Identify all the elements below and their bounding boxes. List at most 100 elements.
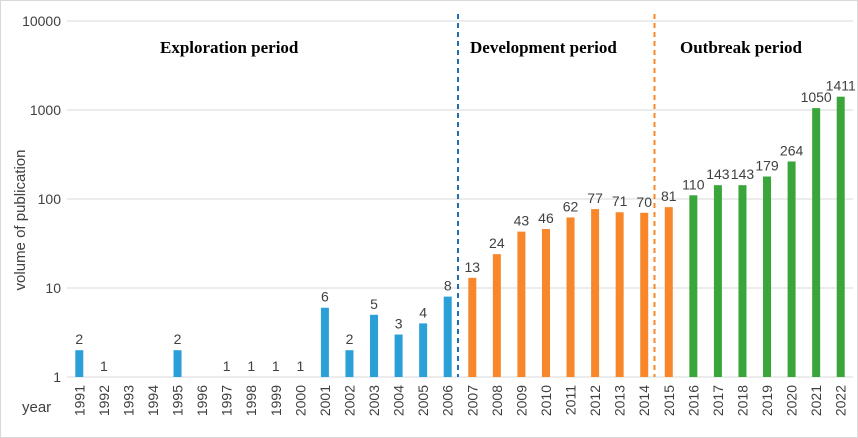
data-label-2010: 46 — [538, 210, 554, 226]
data-label-2013: 71 — [612, 193, 628, 209]
x-tick-label-2022: 2022 — [833, 385, 849, 416]
y-tick-label-1000: 1000 — [30, 102, 61, 118]
bar-1995 — [173, 350, 182, 377]
x-tick-label-1998: 1998 — [243, 385, 259, 416]
gridlines — [67, 20, 853, 378]
data-label-2020: 264 — [780, 142, 804, 158]
data-label-1998: 1 — [247, 358, 255, 374]
data-label-1991: 2 — [75, 331, 83, 347]
x-tick-label-2006: 2006 — [440, 385, 456, 416]
data-label-2005: 4 — [419, 304, 427, 320]
bar-2021 — [812, 108, 821, 378]
period-label-exploration: Exploration period — [160, 38, 299, 57]
x-tick-label-2015: 2015 — [661, 385, 677, 416]
x-tick-label-2000: 2000 — [292, 385, 308, 416]
x-tick-label-2018: 2018 — [734, 385, 750, 416]
x-tick-label-2008: 2008 — [489, 385, 505, 416]
bar-2002 — [345, 350, 354, 377]
bar-2008 — [492, 254, 501, 377]
x-tick-label-2012: 2012 — [587, 385, 603, 416]
data-label-2011: 62 — [563, 198, 579, 214]
x-tick-label-2011: 2011 — [563, 385, 579, 415]
bar-2022 — [836, 96, 845, 378]
data-label-2022: 1411 — [826, 78, 856, 94]
y-tick-label-1: 1 — [53, 369, 61, 385]
x-tick-label-1994: 1994 — [145, 385, 161, 416]
x-tick-label-2009: 2009 — [513, 385, 529, 416]
bar-2009 — [517, 231, 526, 377]
x-tick-label-2020: 2020 — [784, 385, 800, 416]
x-tick-label-1996: 1996 — [194, 385, 210, 416]
data-label-1995: 2 — [174, 331, 182, 347]
data-label-2009: 43 — [514, 213, 530, 229]
bar-2020 — [787, 161, 796, 377]
period-label-development: Development period — [470, 38, 617, 57]
data-label-2015: 81 — [661, 188, 677, 204]
bar-2005 — [419, 323, 428, 377]
data-label-2007: 13 — [464, 259, 480, 275]
x-axis-title: year — [22, 399, 51, 416]
data-label-2012: 77 — [587, 190, 603, 206]
x-tick-label-1991: 1991 — [71, 385, 87, 416]
bar-2015 — [664, 207, 673, 377]
bar-1991 — [75, 350, 84, 377]
bar-2016 — [689, 195, 698, 377]
bar-2006 — [443, 296, 452, 377]
data-label-2016: 110 — [682, 176, 705, 192]
y-axis-ticks: 1 10 100 1000 10000 — [22, 13, 61, 385]
data-label-2004: 3 — [395, 316, 403, 332]
bar-2014 — [640, 212, 649, 377]
period-dividers — [457, 14, 656, 377]
bar-2003 — [370, 314, 379, 377]
x-tick-label-2003: 2003 — [366, 385, 382, 416]
data-label-2002: 2 — [346, 331, 354, 347]
data-label-2018: 143 — [731, 166, 755, 182]
x-tick-label-1999: 1999 — [268, 385, 284, 416]
data-label-1992: 1 — [100, 358, 108, 374]
bar-2013 — [615, 212, 624, 377]
x-tick-label-2021: 2021 — [808, 385, 824, 416]
data-label-2017: 143 — [706, 166, 730, 182]
x-tick-label-2014: 2014 — [636, 385, 652, 416]
y-tick-label-100: 100 — [38, 191, 62, 207]
data-label-1999: 1 — [272, 358, 280, 374]
y-tick-label-10000: 10000 — [22, 13, 61, 29]
bar-2018 — [738, 185, 747, 377]
data-label-2014: 70 — [636, 194, 652, 210]
x-tick-label-2010: 2010 — [538, 385, 554, 416]
bar-2004 — [394, 334, 403, 377]
data-label-2001: 6 — [321, 289, 329, 305]
y-tick-label-10: 10 — [45, 280, 61, 296]
x-tick-label-2017: 2017 — [710, 385, 726, 416]
bar-2010 — [541, 229, 550, 377]
bar-2007 — [468, 277, 477, 377]
x-tick-label-1993: 1993 — [120, 385, 136, 416]
x-tick-label-2007: 2007 — [464, 385, 480, 416]
bar-2001 — [320, 307, 329, 377]
x-tick-label-2013: 2013 — [612, 385, 628, 416]
x-tick-label-2002: 2002 — [341, 385, 357, 416]
data-label-2021: 1050 — [801, 89, 832, 105]
x-tick-label-2016: 2016 — [685, 385, 701, 416]
y-axis-title: volume of publication — [12, 150, 29, 291]
bar-2011 — [566, 217, 575, 377]
x-tick-label-1992: 1992 — [96, 385, 112, 416]
x-tick-label-2004: 2004 — [391, 385, 407, 416]
period-label-outbreak: Outbreak period — [680, 38, 803, 57]
data-label-2006: 8 — [444, 278, 452, 294]
data-label-2000: 1 — [296, 358, 304, 374]
bar-2017 — [713, 185, 722, 377]
x-tick-label-2005: 2005 — [415, 385, 431, 416]
x-tick-label-1995: 1995 — [170, 385, 186, 416]
x-tick-label-2001: 2001 — [317, 385, 333, 416]
bar-2012 — [591, 209, 600, 377]
data-label-2019: 179 — [755, 157, 779, 173]
data-label-1997: 1 — [223, 358, 231, 374]
data-label-2003: 5 — [370, 296, 378, 312]
bars — [75, 96, 845, 378]
data-label-2008: 24 — [489, 235, 505, 251]
bar-2019 — [763, 176, 772, 377]
